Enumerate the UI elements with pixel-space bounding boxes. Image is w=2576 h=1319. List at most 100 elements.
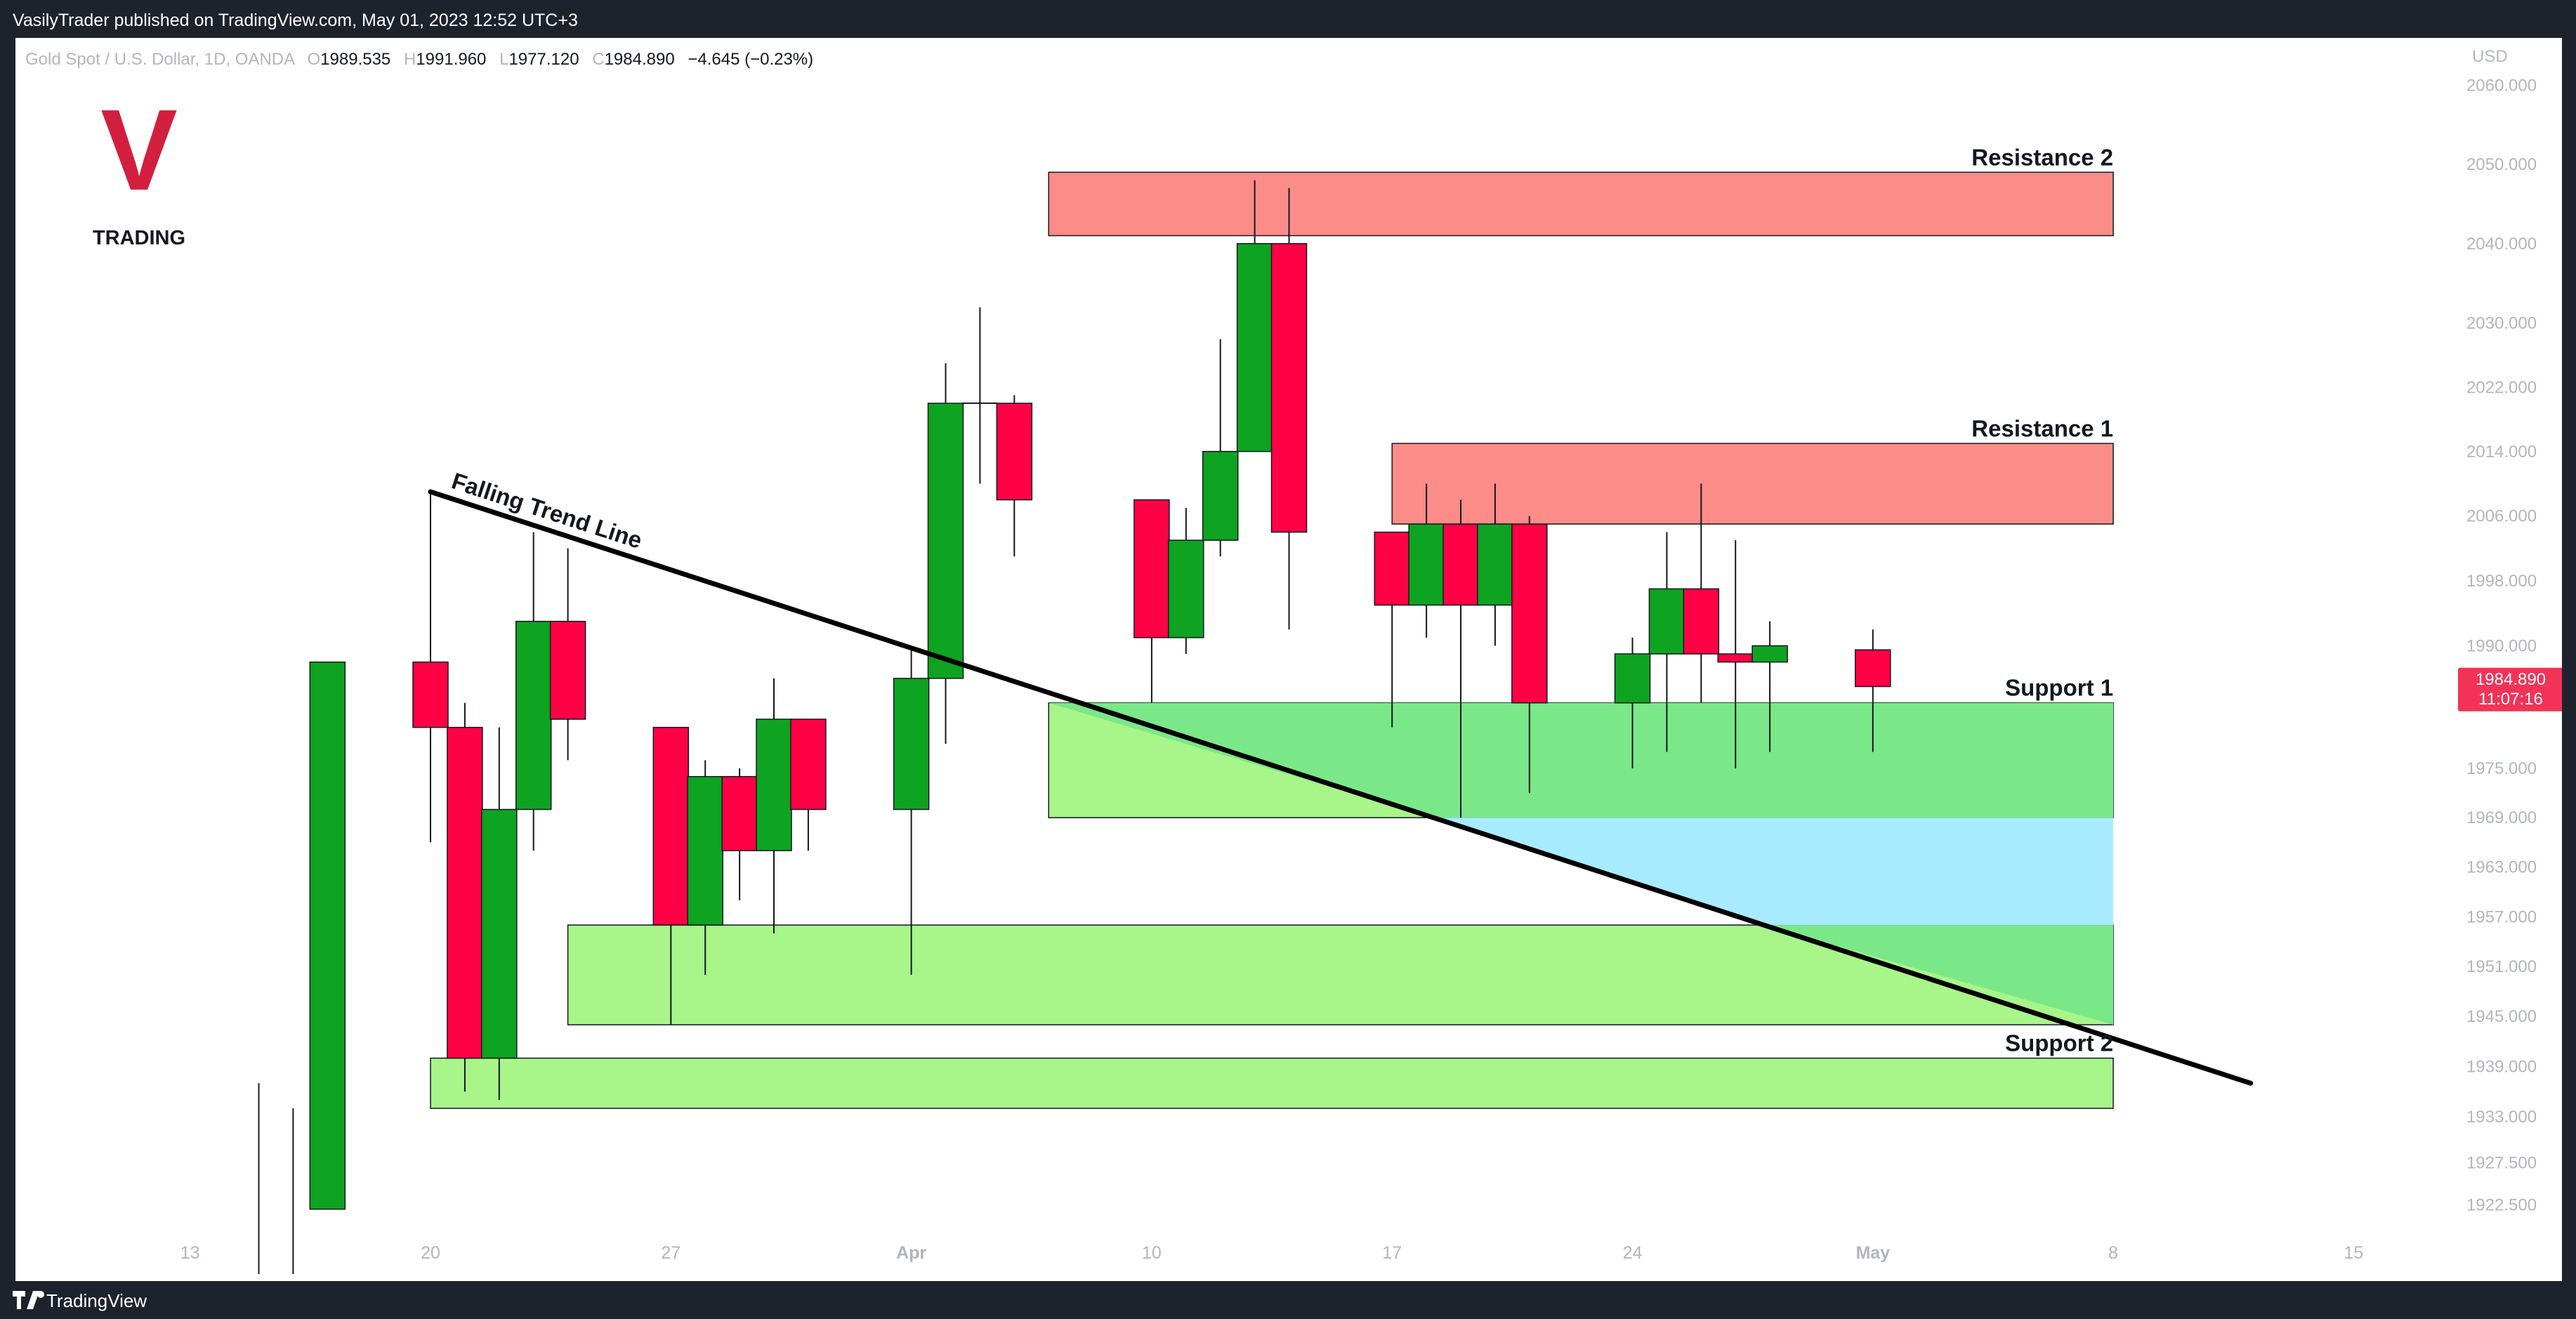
candle-body	[756, 718, 792, 851]
candle-2023-04-28[interactable]	[1752, 621, 1788, 752]
zone-label-0: Resistance 2	[1971, 144, 2113, 170]
x-tick-label: 13	[180, 1243, 200, 1263]
candle-body	[1270, 243, 1308, 533]
candle-2023-04-11[interactable]	[1168, 508, 1204, 655]
tradingview-logo-icon	[13, 1291, 44, 1309]
candlestick-chart[interactable]: Falling Trend Line Resistance 2 Resistanc…	[15, 38, 2563, 1281]
candle-2023-03-31[interactable]	[790, 718, 827, 851]
candle-body	[1443, 523, 1479, 606]
x-tick-label: 10	[1142, 1243, 1162, 1263]
candle-2023-04-17[interactable]	[1374, 531, 1410, 728]
high-value: 1991.960	[416, 50, 486, 69]
candle-2023-04-26[interactable]	[1683, 483, 1720, 703]
y-tick-label: 1927.500	[2466, 1154, 2537, 1173]
y-tick-label: 2050.000	[2466, 155, 2537, 174]
axis-layer: 2060.000 2050.000 2040.000 2030.000 2022.000…	[180, 77, 2537, 1263]
candle-body	[515, 620, 552, 811]
currency-label: USD	[2472, 47, 2508, 66]
x-tick-label: 8	[2108, 1243, 2118, 1263]
candle-2023-03-23[interactable]	[515, 532, 552, 851]
falling-trend-line[interactable]	[428, 489, 2254, 1086]
candle-2023-03-28[interactable]	[687, 760, 723, 975]
logo-text: TRADING	[93, 227, 185, 249]
zone-resistance-0	[1048, 171, 2114, 237]
y-tick-label: 1969.000	[2466, 808, 2537, 827]
close-label: C	[592, 50, 604, 69]
open-label: O	[308, 50, 321, 69]
y-tick-label: 1975.000	[2466, 759, 2537, 778]
candle-body	[549, 620, 586, 720]
candle-body	[1236, 243, 1273, 452]
zone-label-2: Support 1	[2005, 675, 2113, 701]
candle-2023-04-19[interactable]	[1443, 499, 1479, 818]
candle-body	[1202, 451, 1239, 541]
candle-2023-04-21[interactable]	[1511, 516, 1548, 794]
chart-frame[interactable]: Falling Trend Line Resistance 2 Resistanc…	[15, 38, 2563, 1281]
change-value: −4.645 (−0.23%)	[688, 50, 813, 69]
y-tick-label: 2022.000	[2466, 378, 2537, 397]
candle-body	[1683, 588, 1720, 655]
price-tag-box	[2458, 667, 2563, 711]
candle-2023-04-06[interactable]	[996, 395, 1033, 557]
tradingview-brand: TradingView	[46, 1290, 147, 1311]
candle-2023-04-24[interactable]	[1614, 637, 1651, 769]
high-label: H	[404, 50, 416, 69]
candle-2023-03-22[interactable]	[481, 727, 518, 1101]
candle-2023-03-24[interactable]	[549, 548, 586, 761]
candle-2023-03-27[interactable]	[652, 726, 690, 1025]
candle-body	[1648, 588, 1685, 655]
candle-body	[481, 808, 518, 1059]
cyan-fill-layer	[1049, 702, 2114, 1025]
x-tick-label: 24	[1623, 1243, 1643, 1263]
candle-2023-04-10[interactable]	[1133, 499, 1170, 703]
candle-body	[1717, 653, 1754, 663]
y-tick-label: 1933.000	[2466, 1108, 2537, 1127]
candle-body	[447, 726, 483, 1059]
last-price-tag: 1984.890 11:07:16	[2458, 667, 2563, 711]
candle-body	[1408, 523, 1445, 606]
zone-resistance-1	[1391, 442, 2114, 525]
candle-2023-03-30[interactable]	[756, 678, 792, 933]
x-tick-label: Apr	[896, 1243, 926, 1263]
candle-2023-05-01[interactable]	[1855, 629, 1891, 752]
y-tick-label: 1990.000	[2466, 636, 2537, 655]
candle-body	[1168, 539, 1204, 638]
candle-body	[1133, 499, 1170, 638]
candle-body	[1855, 649, 1891, 688]
candle-2023-04-14[interactable]	[1270, 188, 1308, 630]
support1-overlap	[1049, 702, 2114, 818]
candle-2023-04-04[interactable]	[927, 363, 964, 744]
open-value: 1989.535	[320, 50, 390, 69]
candle-body	[1477, 523, 1513, 606]
y-tick-label: 1945.000	[2466, 1007, 2537, 1026]
x-tick-label: 17	[1382, 1243, 1402, 1263]
candles-layer	[258, 180, 1891, 1274]
candle-2023-04-20[interactable]	[1477, 483, 1513, 646]
candle-body	[721, 775, 758, 851]
candle-2023-03-20[interactable]	[412, 492, 449, 843]
candle-body	[412, 661, 449, 728]
candle-2023-04-03[interactable]	[893, 645, 930, 975]
price-tag-price: 1984.890	[2476, 670, 2546, 689]
low-label: L	[499, 50, 508, 69]
y-tick-label: 2014.000	[2466, 442, 2537, 461]
candle-body	[790, 718, 827, 811]
y-tick-label: 1951.000	[2466, 957, 2537, 976]
x-tick-label: 27	[661, 1243, 681, 1263]
zone-label-1: Resistance 1	[1971, 415, 2113, 441]
candle-2023-03-29[interactable]	[721, 768, 758, 900]
candle-2023-04-12[interactable]	[1202, 339, 1239, 557]
x-tick-label: May	[1855, 1243, 1890, 1263]
candle-2023-03-17[interactable]	[309, 661, 346, 1210]
candle-2023-04-05[interactable]	[962, 307, 998, 484]
candle-body	[309, 661, 346, 1210]
footer-bar: TradingView	[0, 1281, 2576, 1319]
middle-zone-overlap	[1763, 925, 2114, 1025]
candle-body	[1511, 523, 1548, 704]
candle-2023-04-13[interactable]	[1236, 180, 1273, 452]
publisher-bar: VasilyTrader published on TradingView.co…	[0, 0, 2576, 38]
candle-2023-03-21[interactable]	[447, 702, 483, 1092]
candle-2023-04-25[interactable]	[1648, 532, 1685, 752]
trend-line-label: Falling Trend Line	[449, 468, 645, 553]
zone-support-4	[430, 1057, 2114, 1109]
